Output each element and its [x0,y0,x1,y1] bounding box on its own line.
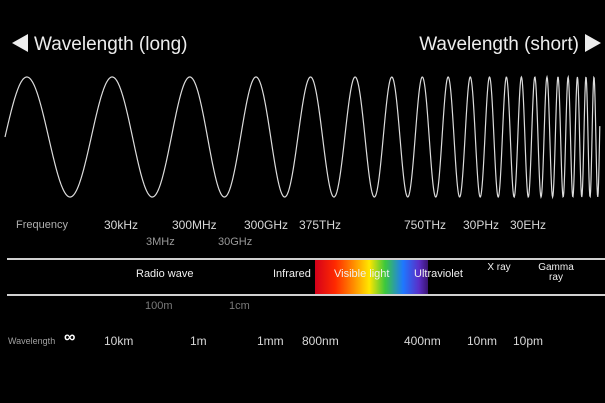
wavelength-800nm: 800nm [302,334,339,348]
band-x-ray: X ray [487,262,511,273]
band-gamma-ray: Gamma ray [538,262,574,283]
arrow-right-icon [585,34,601,52]
freq-300ghz: 300GHz [244,218,289,232]
wavelength-400nm: 400nm [404,334,441,348]
freq-30ghz: 30GHz [218,236,253,248]
freq-375thz: 375THz [299,218,342,232]
arrow-left-icon [12,34,28,52]
freq-3mhz: 3MHz [146,236,175,248]
wavelength-10pm: 10pm [513,334,544,348]
wave-graphic [4,74,601,200]
band-infrared: Infrared [273,268,311,280]
wavelength-label: Wavelength [8,336,56,346]
band-ultraviolet: Ultraviolet [414,268,463,280]
wavelength-1m: 1m [190,334,207,348]
wavelength-short-label: Wavelength (short) [419,34,601,56]
wave-line [4,74,601,200]
wavelength-long-label: Wavelength (long) [12,34,187,56]
band-radio-wave: Radio wave [136,268,194,280]
wavelength-10nm: 10nm [467,334,498,348]
freq-30khz: 30kHz [104,218,139,232]
infinity-symbol: ∞ [64,329,76,346]
wavelength-1mm: 1mm [257,334,284,348]
visible-spectrum-bar [315,260,428,294]
freq-750thz: 750THz [404,218,447,232]
freq-30ehz: 30EHz [510,218,547,232]
freq-30phz: 30PHz [463,218,500,232]
wavelength-1cm: 1cm [229,300,250,312]
freq-300mhz: 300MHz [172,218,217,232]
frequency-label: Frequency [16,219,68,231]
spectrum-band [7,258,605,296]
wavelength-10km: 10km [104,334,134,348]
wavelength-100m: 100m [145,300,173,312]
band-visible-light: Visible light [334,268,390,280]
